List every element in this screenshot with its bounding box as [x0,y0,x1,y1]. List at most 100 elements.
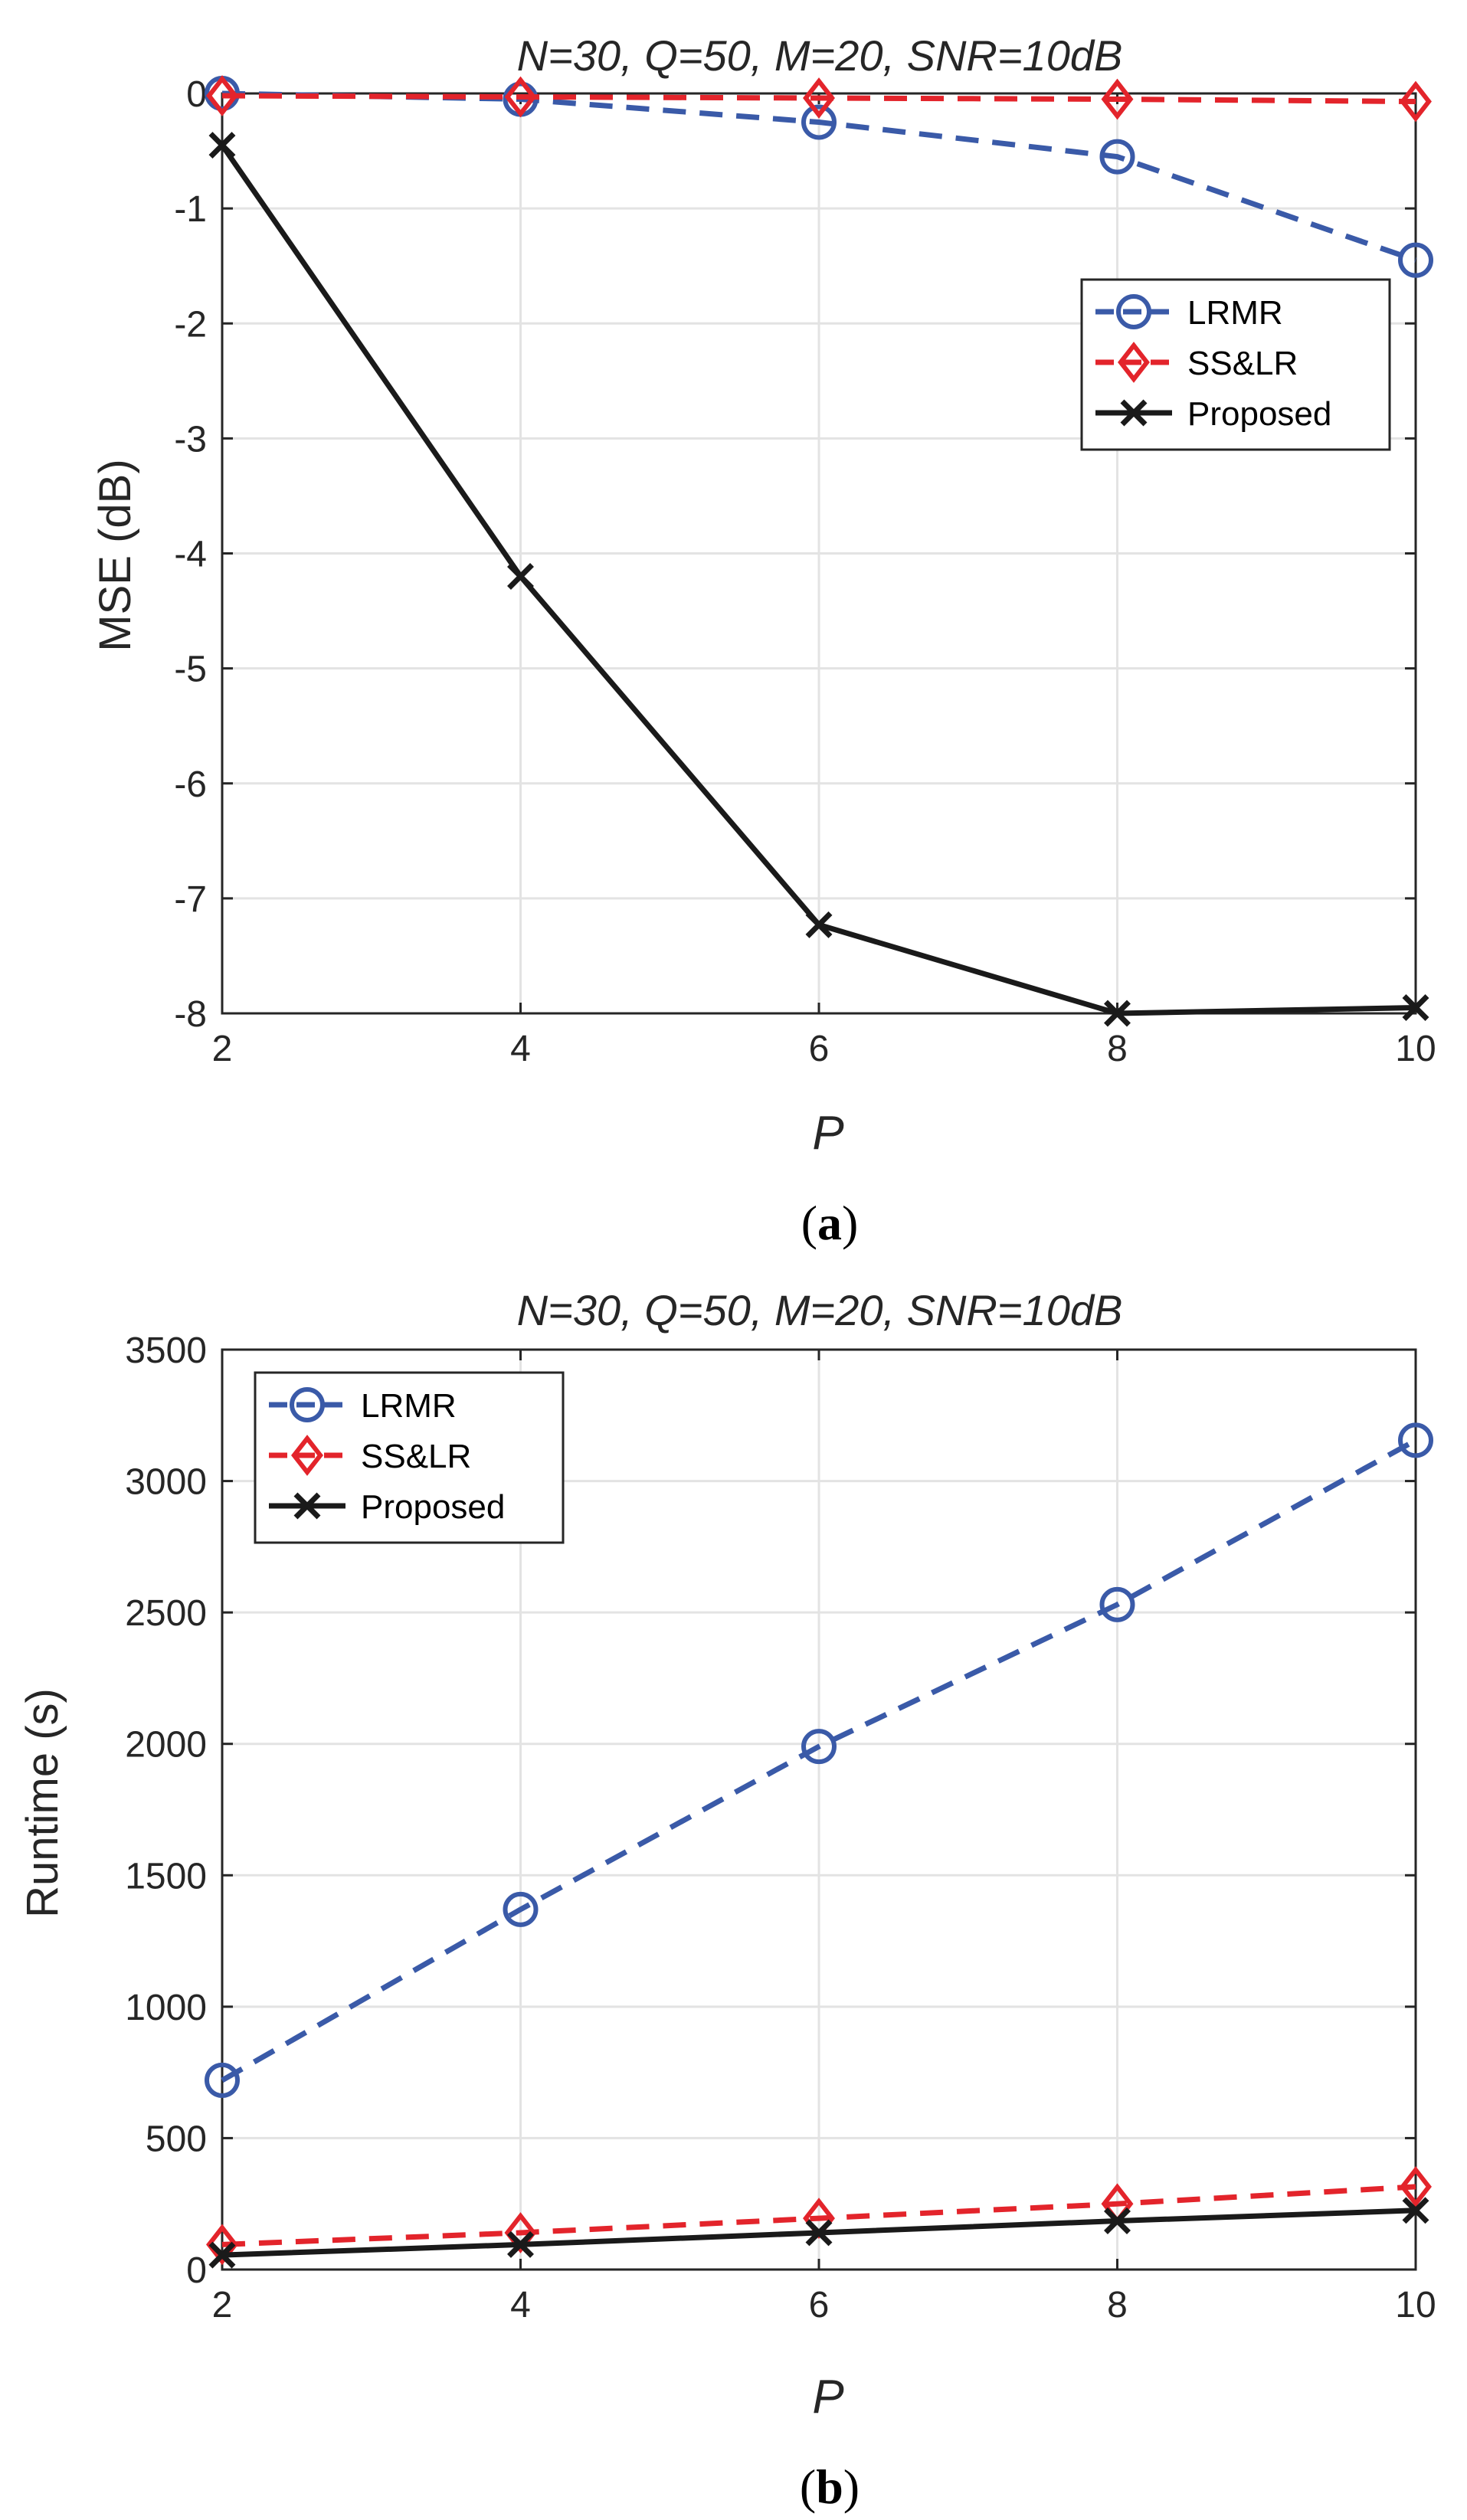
x-tick-label: 2 [212,2285,233,2325]
chart-title: N=30, Q=50, M=20, SNR=10dB [517,31,1123,80]
data-point [507,563,534,590]
legend-item: SS&LR [1095,342,1298,383]
data-point [208,2241,236,2269]
x-tick-label: 8 [1107,1029,1128,1069]
y-tick-label: -6 [174,764,207,805]
y-tick-label: 0 [186,74,207,115]
chart-panel-a: N=30, Q=50, M=20, SNR=10dB MSE (dB) P (a… [90,31,1436,1250]
data-point [1402,994,1429,1021]
series-line [221,93,1416,105]
legend-marker [1120,399,1148,427]
series-line [221,1438,1417,2083]
data-point [803,77,835,119]
data-point [801,104,837,140]
y-tick-label: -4 [174,535,207,575]
data-point [1104,1000,1131,1027]
caption-letter: a [817,1196,842,1250]
data-point [805,2219,833,2247]
legend-marker [1118,342,1150,383]
ticks: 2 4 6 8 10 0 -1 -2 -3 -4 -5 -6 -7 -8 [174,74,1436,1069]
data-point [1402,2197,1429,2224]
x-tick-label: 2 [212,1029,233,1069]
data-point [801,1729,837,1765]
data-point [1400,2166,1432,2207]
legend-item: Proposed [1095,395,1331,433]
legend-label: LRMR [1187,294,1283,332]
x-tick-label: 4 [510,2285,531,2325]
legend-marker [291,1435,323,1476]
data-point [1398,242,1433,278]
y-tick-label: -1 [174,189,207,230]
y-tick-label: -3 [174,419,207,460]
legend-item: Proposed [269,1488,505,1526]
chart-panel-b: N=30, Q=50, M=20, SNR=10dB Runtime (s) P… [18,1286,1436,2514]
data-point [206,75,238,116]
series-ss-lr [206,2166,1432,2266]
caption-letter: b [816,2459,843,2514]
legend-marker [293,1492,321,1520]
y-tick-label: 1500 [125,1856,207,1897]
caption-open-paren: ( [801,1196,817,1250]
chart-title: N=30, Q=50, M=20, SNR=10dB [517,1286,1123,1334]
data-point [504,2212,537,2253]
y-tick-label: -8 [174,994,207,1035]
caption-close-paren: ) [842,1196,858,1250]
x-tick-label: 4 [510,1029,531,1069]
legend-label: SS&LR [1187,345,1298,382]
y-axis-label: Runtime (s) [18,1688,67,1918]
series-line [221,2184,1416,2247]
caption-close-paren: ) [843,2459,860,2514]
data-point [507,2230,534,2258]
data-point [1099,139,1135,175]
data-point [1104,2207,1131,2234]
ticks: 2 4 6 8 10 0 500 1000 1500 2000 2500 3000 3500 [125,1330,1436,2325]
y-tick-label: 0 [186,2250,207,2291]
legend-item: SS&LR [269,1435,471,1476]
caption-open-paren: ( [800,2459,816,2514]
data-point [206,2224,238,2266]
data-point [503,1891,539,1927]
legend-marker [1116,294,1151,329]
y-tick-label: -5 [174,650,207,690]
legend-box [1080,278,1391,451]
series-proposed [208,132,1429,1027]
legend-label: Proposed [1187,395,1331,433]
series-ss-lr [206,75,1432,123]
data-point [504,76,537,118]
series-lrmr [205,1422,1433,2098]
x-tick-label: 8 [1107,2285,1128,2325]
legend-label: LRMR [361,1387,457,1425]
panel-caption: (b) [800,2459,860,2514]
data-point [205,2062,240,2098]
data-point [1400,80,1432,123]
data-point [805,911,833,938]
x-tick-label: 10 [1395,2285,1436,2325]
x-axis-label: P [812,2371,843,2423]
y-axis-label: MSE (dB) [90,459,140,651]
series-proposed [208,2197,1429,2269]
data-point [1101,78,1134,120]
y-tick-label: 500 [146,2119,207,2159]
legend: LRMR SS&LR Proposed [1080,278,1391,451]
data-point [208,132,236,159]
x-axis-label: P [812,1107,843,1160]
data-point [1398,1422,1433,1458]
y-tick-label: 3000 [125,1462,207,1503]
y-tick-label: 1000 [125,1988,207,2028]
legend-marker [290,1387,325,1422]
x-tick-label: 6 [809,1029,830,1069]
legend: LRMR SS&LR Proposed [254,1371,565,1544]
data-point [1099,1586,1135,1622]
panel-caption: (a) [801,1196,859,1250]
y-tick-label: -2 [174,304,207,345]
x-tick-label: 10 [1395,1029,1436,1069]
legend-label: SS&LR [361,1438,471,1475]
y-tick-label: -7 [174,879,207,920]
legend-item: LRMR [1095,294,1283,332]
y-tick-label: 2500 [125,1593,207,1634]
legend-label: Proposed [361,1488,505,1526]
y-tick-label: 2000 [125,1725,207,1766]
x-tick-label: 6 [809,2285,830,2325]
y-tick-label: 3500 [125,1330,207,1371]
